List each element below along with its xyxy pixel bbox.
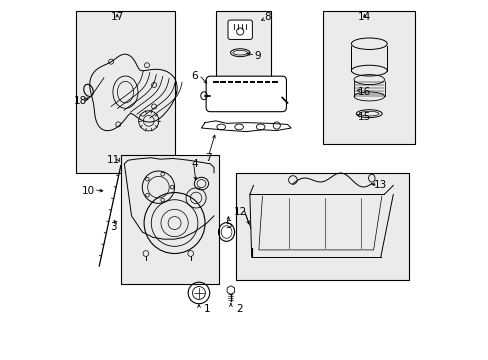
Text: 3: 3 [110,222,117,231]
Text: 9: 9 [254,51,261,61]
Text: 17: 17 [110,12,123,22]
Text: 6: 6 [191,71,197,81]
Text: 15: 15 [357,112,370,122]
Bar [235,173,408,280]
Text: 16: 16 [357,87,370,97]
Text: 5: 5 [224,220,231,230]
Text: 1: 1 [203,304,210,314]
Text: 8: 8 [264,12,270,22]
Bar [323,12,414,144]
Text: 11: 11 [107,155,120,165]
Text: 12: 12 [234,207,247,217]
Text: 14: 14 [357,12,370,22]
FancyBboxPatch shape [206,76,286,112]
FancyBboxPatch shape [227,20,252,40]
Bar [215,12,271,80]
Text: 2: 2 [235,304,242,314]
Text: 4: 4 [191,159,197,169]
Text: 10: 10 [82,186,95,196]
Bar [76,12,174,173]
Bar [121,155,219,284]
Text: 18: 18 [74,96,87,106]
Text: 13: 13 [373,180,386,190]
Text: 7: 7 [205,153,211,163]
